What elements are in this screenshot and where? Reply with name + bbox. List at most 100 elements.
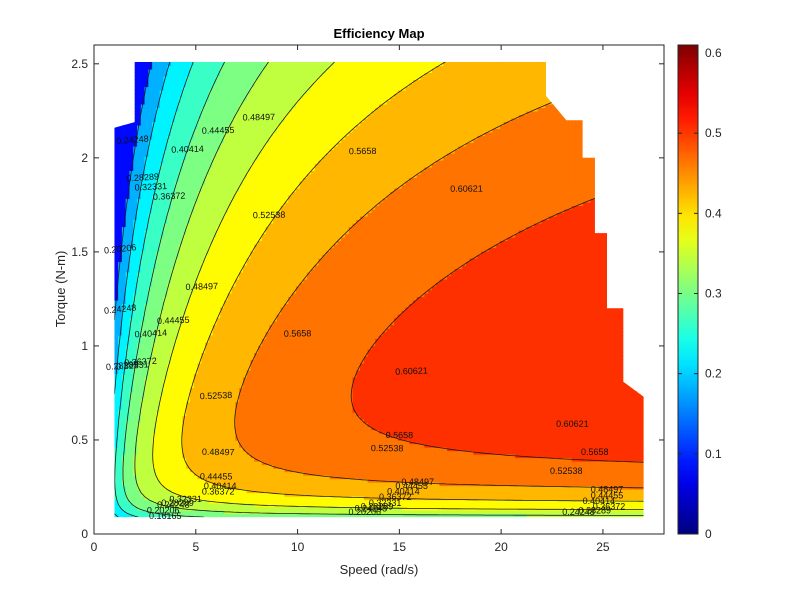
contour-cell <box>227 229 233 235</box>
contour-cell <box>189 271 195 277</box>
contour-cell <box>148 454 153 459</box>
contour-cell <box>118 352 123 357</box>
contour-cell <box>121 391 127 396</box>
contour-cell <box>212 86 218 91</box>
contour-cell <box>242 499 248 504</box>
contour-cell <box>159 268 165 273</box>
contour-cell <box>178 429 184 434</box>
contour-cell <box>201 82 206 88</box>
contour-cell <box>174 236 180 242</box>
contour-cell <box>186 240 191 245</box>
contour-cell <box>171 170 176 175</box>
contour-cell <box>189 159 195 165</box>
contour-cell <box>186 170 191 175</box>
contour-cell <box>208 65 214 70</box>
contour-cell <box>208 103 214 109</box>
contour-cell <box>133 387 138 392</box>
contour-cell <box>212 342 218 347</box>
contour-cell <box>208 208 214 214</box>
contour-cell <box>167 184 172 189</box>
contour-cell <box>167 426 172 431</box>
contour-cell <box>163 426 168 431</box>
contour-cell <box>254 303 259 308</box>
contour-cell <box>121 152 127 158</box>
contour-cell <box>254 440 259 445</box>
contour-cell <box>178 370 184 375</box>
contour-cell <box>167 156 172 161</box>
contour-cell <box>155 93 161 98</box>
contour-cell <box>133 482 138 487</box>
contour-cell <box>140 131 146 137</box>
contour-cell <box>133 296 138 301</box>
contour-cell <box>223 240 229 245</box>
contour-cell <box>246 352 252 357</box>
contour-cell <box>220 264 225 270</box>
contour-cell <box>163 412 168 417</box>
contour-cell <box>193 89 199 95</box>
contour-cell <box>189 366 195 371</box>
contour-cell <box>174 475 180 480</box>
contour-cell <box>182 314 187 319</box>
contour-cell <box>205 349 210 354</box>
contour-cell <box>235 103 240 109</box>
contour-cell <box>223 247 229 252</box>
contour-cell <box>152 419 157 424</box>
contour-cell <box>114 387 119 392</box>
contour-cell <box>189 454 195 459</box>
contour-cell <box>118 219 123 224</box>
contour-cell <box>133 72 138 77</box>
contour-cell <box>167 492 172 497</box>
contour-cell <box>114 492 119 497</box>
contour-cell <box>216 415 221 420</box>
contour-cell <box>125 405 131 410</box>
contour-cell <box>178 264 184 270</box>
contour-cell <box>140 324 146 329</box>
contour-cell <box>144 405 149 410</box>
contour-cell <box>144 387 149 392</box>
contour-cell <box>140 82 146 88</box>
contour-cell <box>155 426 161 431</box>
contour-cell <box>155 243 161 249</box>
contour-cell <box>186 443 191 448</box>
contour-cell <box>118 145 123 151</box>
contour-cell <box>235 443 240 448</box>
contour-cell <box>174 345 180 350</box>
contour-cell <box>205 82 210 88</box>
contour-cell <box>205 335 210 340</box>
contour-cell <box>231 201 236 207</box>
contour-cell <box>239 236 244 242</box>
contour-cell <box>121 464 127 469</box>
contour-cell <box>133 461 138 466</box>
contour-cell <box>189 163 195 168</box>
contour-cell <box>167 89 172 95</box>
contour-cell <box>155 296 161 301</box>
contour-cell <box>242 89 248 95</box>
contour-cell <box>129 464 134 469</box>
contour-cell <box>197 380 202 385</box>
contour-cell <box>193 159 199 165</box>
contour-cell <box>254 131 259 137</box>
contour-cell <box>235 317 240 322</box>
contour-cell <box>171 121 176 126</box>
contour-cell <box>171 401 176 406</box>
contour-cell <box>216 331 221 336</box>
contour-cell <box>227 314 233 319</box>
contour-cell <box>155 342 161 347</box>
contour-cell <box>201 72 206 77</box>
contour-cell <box>174 128 180 133</box>
contour-cell <box>133 65 138 70</box>
contour-cell <box>148 107 153 112</box>
contour-cell <box>186 243 191 249</box>
contour-cell <box>174 377 180 382</box>
contour-cell <box>189 377 195 382</box>
contour-cell <box>144 478 149 483</box>
contour-cell <box>254 93 259 98</box>
contour-cell <box>223 433 229 438</box>
contour-cell <box>174 321 180 326</box>
contour-cell <box>246 415 252 420</box>
contour-cell <box>254 450 259 455</box>
contour-cell <box>212 506 218 511</box>
contour-cell <box>216 201 221 207</box>
contour-cell <box>235 296 240 301</box>
contour-cell <box>121 314 127 319</box>
